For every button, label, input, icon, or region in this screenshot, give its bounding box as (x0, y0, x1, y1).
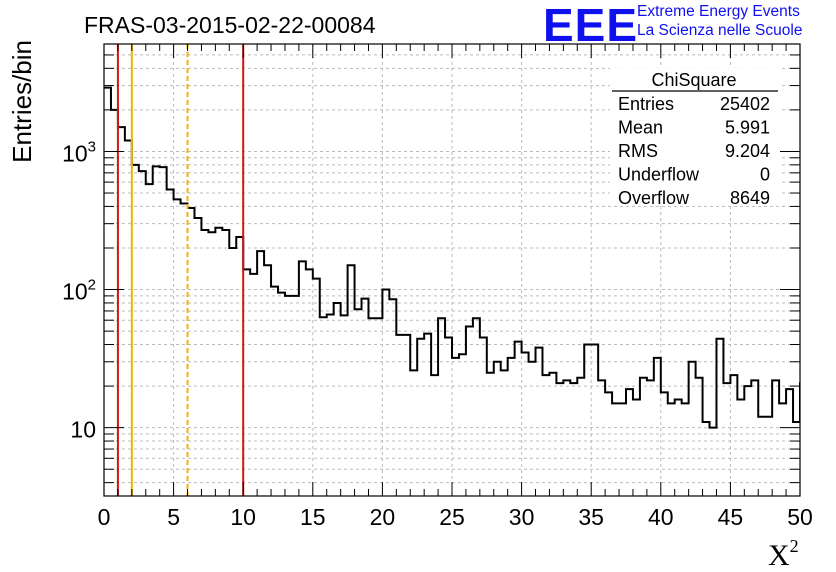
stats-row-value: 25402 (720, 94, 770, 114)
stats-row-value: 8649 (730, 188, 770, 208)
stats-row-label: Entries (618, 94, 674, 114)
x-axis-label-superscript: 2 (790, 536, 799, 556)
y-tick-exponent: 2 (88, 277, 96, 294)
x-tick-label: 50 (787, 504, 813, 530)
x-tick-label: 20 (370, 504, 396, 530)
eee-logo: EEE (543, 0, 639, 51)
y-tick-label: 103 (62, 138, 96, 166)
y-axis-label: Entries/bin (7, 40, 37, 163)
y-tick-base: 10 (70, 417, 96, 443)
grid-lines (104, 44, 800, 496)
stats-row-value: 5.991 (725, 118, 770, 138)
y-tick-label: 102 (62, 277, 96, 305)
x-tick-label: 40 (648, 504, 674, 530)
axis-ticks (103, 44, 801, 496)
x-axis-label: X2 (768, 536, 799, 572)
chart-title: FRAS-03-2015-02-22-00084 (84, 12, 376, 38)
logo-line-2: La Scienza nelle Scuole (637, 22, 803, 39)
x-tick-label: 0 (98, 504, 111, 530)
y-tick-base: 10 (62, 279, 88, 305)
stats-row-label: RMS (618, 141, 658, 161)
histogram-series (104, 86, 800, 429)
x-tick-label: 45 (718, 504, 744, 530)
stats-row-label: Underflow (618, 165, 700, 185)
x-tick-label: 10 (230, 504, 256, 530)
stats-row-label: Overflow (618, 188, 690, 208)
x-tick-label: 15 (300, 504, 326, 530)
stats-box-title: ChiSquare (651, 70, 736, 90)
x-tick-label: 5 (167, 504, 180, 530)
stats-row-label: Mean (618, 118, 663, 138)
y-tick-exponent: 3 (88, 138, 96, 155)
y-tick-base: 10 (62, 140, 88, 166)
x-tick-label: 35 (578, 504, 604, 530)
y-tick-label: 10 (70, 417, 96, 443)
x-axis-label-base: X (768, 539, 790, 572)
x-tick-label: 30 (509, 504, 535, 530)
logo-line-1: Extreme Energy Events (637, 3, 800, 20)
stats-row-value: 0 (760, 165, 770, 185)
stats-row-value: 9.204 (725, 141, 770, 161)
x-tick-label: 25 (439, 504, 465, 530)
